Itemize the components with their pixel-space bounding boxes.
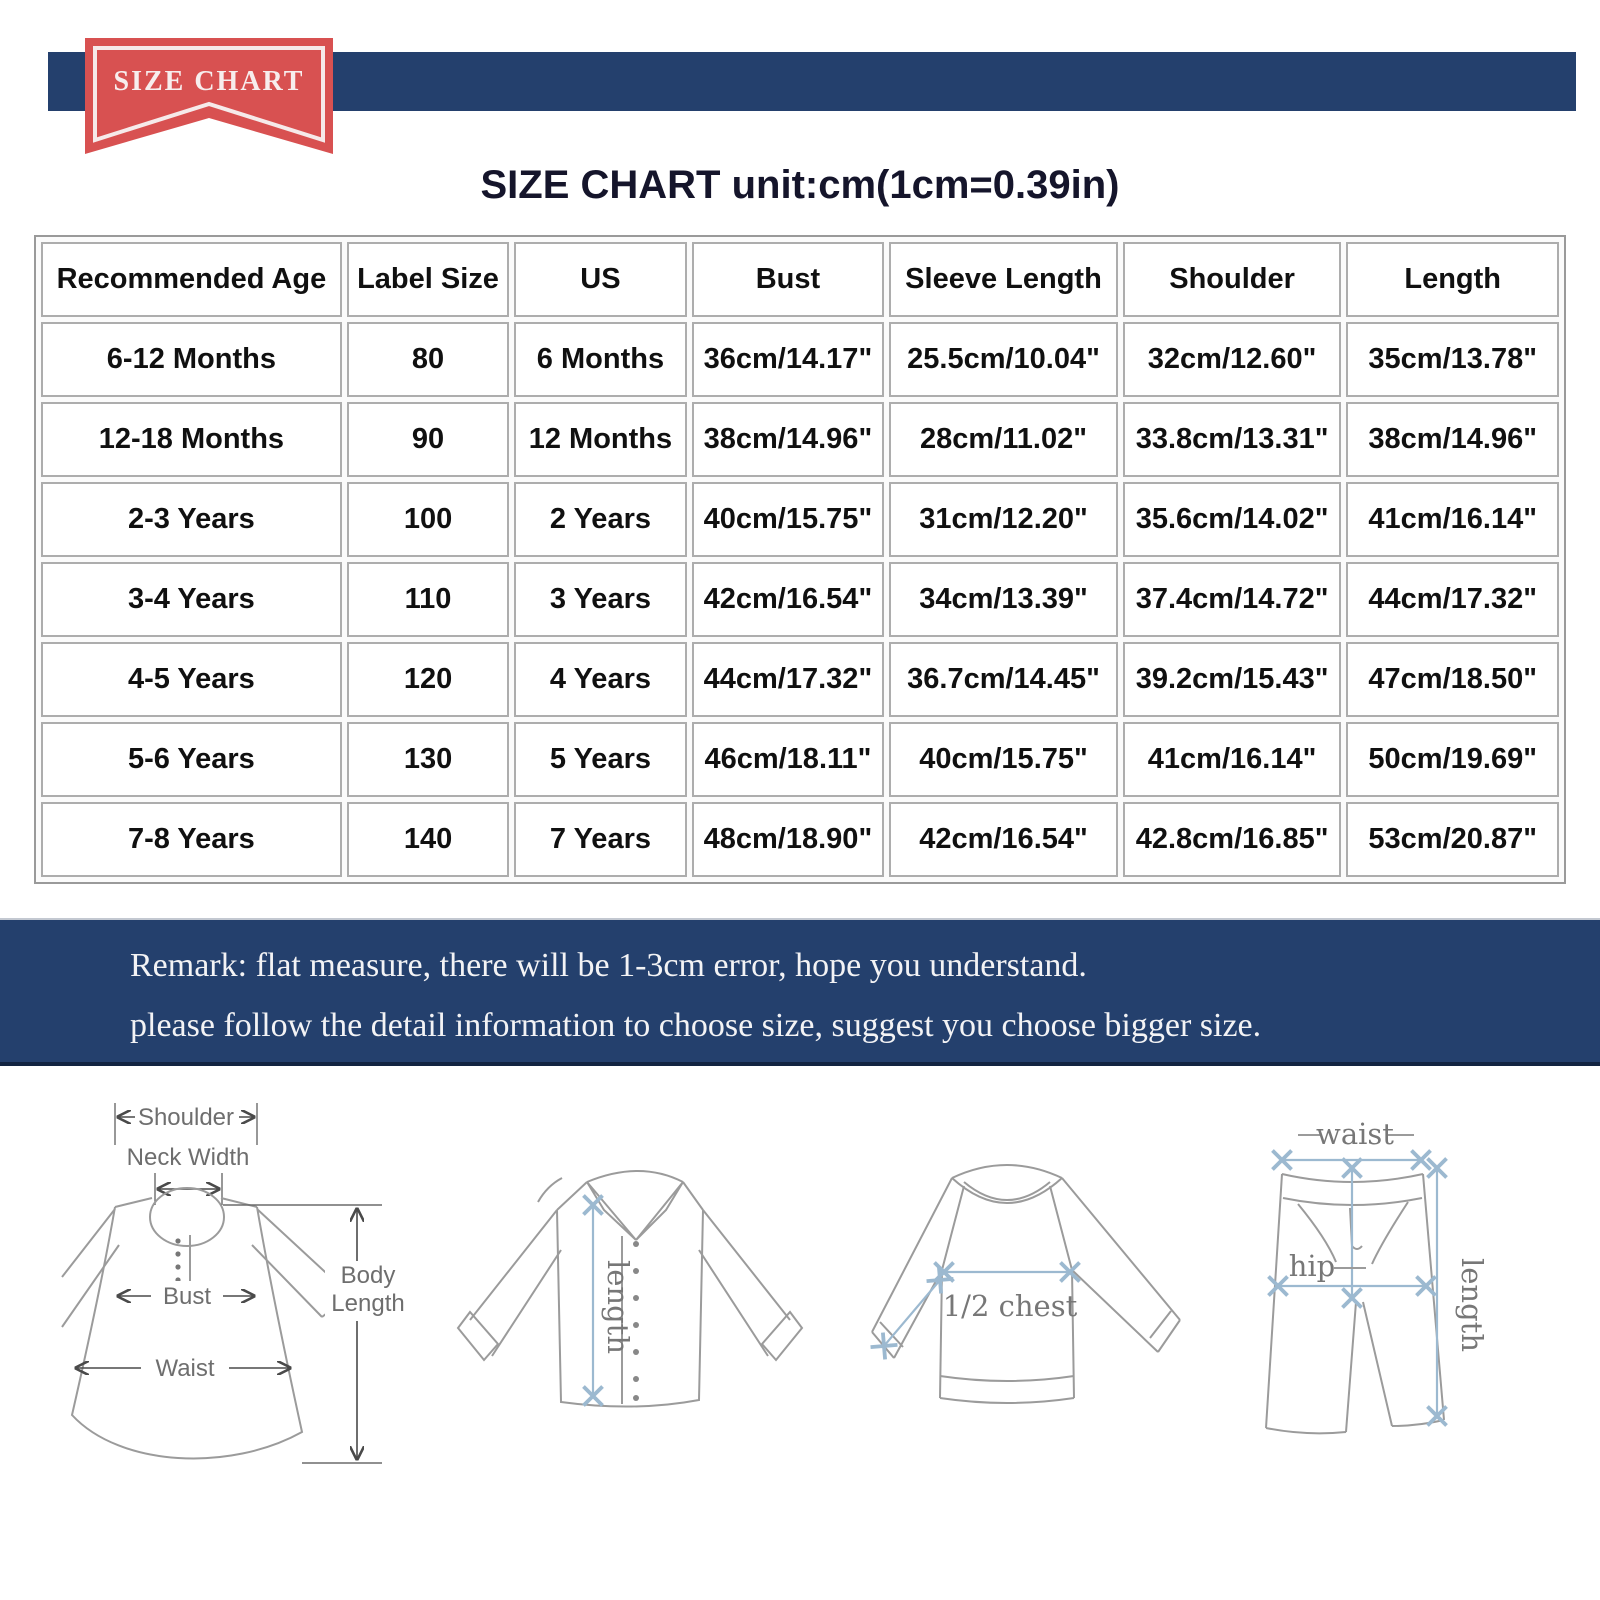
ribbon-inner-border — [93, 46, 325, 143]
table-cell: 40cm/15.75" — [691, 482, 885, 557]
table-row: 4-5 Years 120 4 Years 44cm/17.32" 36.7cm… — [41, 642, 1559, 717]
table-cell: 12-18 Months — [41, 402, 342, 477]
table-cell: 41cm/16.14" — [1346, 482, 1559, 557]
column-header: Label Size — [346, 242, 510, 317]
column-header: US — [514, 242, 687, 317]
page-title: SIZE CHART unit:cm(1cm=0.39in) — [480, 163, 1120, 207]
table-cell: 46cm/18.11" — [691, 722, 885, 797]
table-header-row: Recommended Age Label Size US Bust Sleev… — [41, 242, 1559, 317]
sweater-measurement-diagram: 1/2 chest — [870, 1164, 1181, 1404]
dress-bust-label: Bust — [163, 1283, 211, 1310]
dress-waist-label: Waist — [155, 1355, 214, 1382]
remark-line-1: Remark: flat measure, there will be 1-3c… — [130, 947, 1087, 984]
column-header: Bust — [691, 242, 885, 317]
table-cell: 4-5 Years — [41, 642, 342, 717]
pants-hip-label: hip — [1289, 1249, 1336, 1283]
table-cell: 80 — [346, 322, 510, 397]
pants-waist-label: waist — [1316, 1117, 1394, 1151]
table-row: 3-4 Years 110 3 Years 42cm/16.54" 34cm/1… — [41, 562, 1559, 637]
table-cell: 3 Years — [514, 562, 687, 637]
column-header: Recommended Age — [41, 242, 342, 317]
size-chart-ribbon: SIZE CHART — [85, 38, 333, 154]
table-cell: 12 Months — [514, 402, 687, 477]
dress-body-length-label: Body — [341, 1262, 396, 1289]
pants-length-label: length — [1455, 1258, 1489, 1352]
shirt-length-label: length — [601, 1260, 635, 1354]
table-cell: 100 — [346, 482, 510, 557]
table-cell: 48cm/18.90" — [691, 802, 885, 877]
table-cell: 7 Years — [514, 802, 687, 877]
table-cell: 130 — [346, 722, 510, 797]
table-cell: 7-8 Years — [41, 802, 342, 877]
table-cell: 25.5cm/10.04" — [889, 322, 1118, 397]
table-cell: 90 — [346, 402, 510, 477]
table-cell: 36cm/14.17" — [691, 322, 885, 397]
table-cell: 2-3 Years — [41, 482, 342, 557]
table-cell: 53cm/20.87" — [1346, 802, 1559, 877]
table-cell: 44cm/17.32" — [1346, 562, 1559, 637]
table-cell: 39.2cm/15.43" — [1122, 642, 1342, 717]
table-cell: 42cm/16.54" — [691, 562, 885, 637]
dress-body-length-label: Length — [331, 1290, 404, 1317]
table-cell: 38cm/14.96" — [691, 402, 885, 477]
table-row: 6-12 Months 80 6 Months 36cm/14.17" 25.5… — [41, 322, 1559, 397]
table-cell: 35cm/13.78" — [1346, 322, 1559, 397]
table-cell: 28cm/11.02" — [889, 402, 1118, 477]
table-cell: 41cm/16.14" — [1122, 722, 1342, 797]
remark-line-2: please follow the detail information to … — [130, 1007, 1262, 1044]
table-cell: 37.4cm/14.72" — [1122, 562, 1342, 637]
table-cell: 5 Years — [514, 722, 687, 797]
table-cell: 35.6cm/14.02" — [1122, 482, 1342, 557]
size-table: Recommended Age Label Size US Bust Sleev… — [34, 235, 1566, 884]
dress-neck-width-label: Neck Width — [127, 1144, 250, 1171]
pants-measurement-diagram: waist hip length — [1265, 1117, 1489, 1435]
column-header: Length — [1346, 242, 1559, 317]
table-cell: 34cm/13.39" — [889, 562, 1118, 637]
table-cell: 50cm/19.69" — [1346, 722, 1559, 797]
size-table-wrap: Recommended Age Label Size US Bust Sleev… — [34, 235, 1566, 884]
table-cell: 110 — [346, 562, 510, 637]
table-cell: 36.7cm/14.45" — [889, 642, 1118, 717]
dress-measurement-diagram: Shoulder Neck Width Bust Waist Body Leng… — [61, 1102, 421, 1464]
table-cell: 4 Years — [514, 642, 687, 717]
table-row: 2-3 Years 100 2 Years 40cm/15.75" 31cm/1… — [41, 482, 1559, 557]
remark-banner: Remark: flat measure, there will be 1-3c… — [0, 918, 1600, 1066]
table-cell: 6 Months — [514, 322, 687, 397]
table-cell: 47cm/18.50" — [1346, 642, 1559, 717]
dress-shoulder-label: Shoulder — [138, 1104, 234, 1131]
table-cell: 120 — [346, 642, 510, 717]
column-header: Shoulder — [1122, 242, 1342, 317]
table-cell: 44cm/17.32" — [691, 642, 885, 717]
sweater-half-chest-label: 1/2 chest — [943, 1289, 1078, 1323]
column-header: Sleeve Length — [889, 242, 1118, 317]
table-cell: 42.8cm/16.85" — [1122, 802, 1342, 877]
table-cell: 5-6 Years — [41, 722, 342, 797]
table-cell: 2 Years — [514, 482, 687, 557]
table-row: 7-8 Years 140 7 Years 48cm/18.90" 42cm/1… — [41, 802, 1559, 877]
table-cell: 32cm/12.60" — [1122, 322, 1342, 397]
table-row: 12-18 Months 90 12 Months 38cm/14.96" 28… — [41, 402, 1559, 477]
table-cell: 140 — [346, 802, 510, 877]
table-row: 5-6 Years 130 5 Years 46cm/18.11" 40cm/1… — [41, 722, 1559, 797]
table-cell: 40cm/15.75" — [889, 722, 1118, 797]
table-cell: 42cm/16.54" — [889, 802, 1118, 877]
table-cell: 33.8cm/13.31" — [1122, 402, 1342, 477]
table-cell: 38cm/14.96" — [1346, 402, 1559, 477]
table-cell: 6-12 Months — [41, 322, 342, 397]
table-cell: 31cm/12.20" — [889, 482, 1118, 557]
shirt-measurement-diagram: length — [456, 1170, 804, 1408]
ribbon-label: SIZE CHART — [114, 66, 305, 97]
table-cell: 3-4 Years — [41, 562, 342, 637]
